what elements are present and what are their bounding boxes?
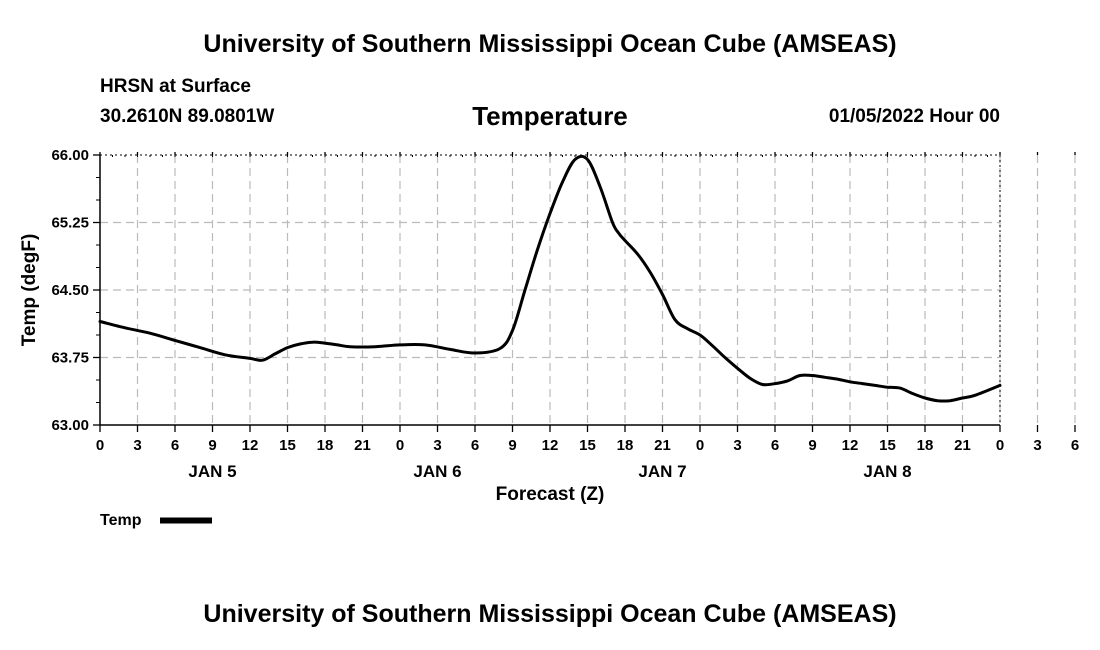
x-tick-label: 15 [579,437,596,454]
x-tick-label: 6 [171,437,179,454]
x-tick-label: 21 [954,437,971,454]
x-tick-label: 18 [317,437,334,454]
temp-line [98,154,1002,403]
x-axis-label: Forecast (Z) [496,484,605,505]
x-tick-label: 12 [842,437,859,454]
x-tick-label: 12 [542,437,559,454]
x-tick-label: 3 [733,437,741,454]
chart-title: Temperature [472,101,628,131]
legend: Temp [100,512,212,529]
x-tick-label: 21 [654,437,671,454]
forecast-datetime: 01/05/2022 Hour 00 [828,106,1000,127]
x-tick-label: 3 [1033,437,1041,454]
x-tick-label: 6 [471,437,479,454]
y-axis-ticks: 63.00 63.75 64.50 65.25 66.00 [51,147,100,434]
x-tick-label: 15 [879,437,896,454]
x-tick-label: 0 [996,437,1004,454]
day-label: JAN 6 [413,462,461,481]
y-axis-label: Temp (degF) [19,234,40,347]
x-tick-label: 12 [242,437,259,454]
day-labels: JAN 5 JAN 6 JAN 7 JAN 8 [188,462,911,481]
x-tick-label: 21 [354,437,371,454]
y-tick-label: 66.00 [51,147,89,164]
x-tick-label: 6 [1071,437,1079,454]
coordinates-label: 30.2610N 89.0801W [100,106,275,127]
day-label: JAN 8 [863,462,911,481]
x-tick-label: 3 [133,437,141,454]
day-label: JAN 7 [638,462,686,481]
y-tick-label: 64.50 [51,282,89,299]
y-tick-label: 65.25 [51,215,89,232]
x-tick-label: 0 [696,437,704,454]
temp-series [98,154,1002,403]
x-tick-label: 3 [433,437,441,454]
title-top: University of Southern Mississippi Ocean… [203,30,897,58]
title-bottom: University of Southern Mississippi Ocean… [203,600,897,628]
x-tick-label: 6 [771,437,779,454]
y-tick-label: 63.00 [51,417,89,434]
x-tick-label: 18 [917,437,934,454]
x-tick-label: 9 [508,437,516,454]
day-label: JAN 5 [188,462,236,481]
y-tick-label: 63.75 [51,350,89,367]
legend-label: Temp [100,512,142,529]
x-tick-label: 15 [279,437,296,454]
x-tick-label: 0 [96,437,104,454]
x-tick-label: 0 [396,437,404,454]
station-label: HRSN at Surface [100,76,251,97]
grid-lines [100,155,1076,425]
x-tick-label: 9 [808,437,816,454]
x-tick-label: 18 [617,437,634,454]
x-axis-ticks: 0369121518210369121518210369121518210369… [96,152,1079,454]
x-tick-label: 9 [208,437,216,454]
